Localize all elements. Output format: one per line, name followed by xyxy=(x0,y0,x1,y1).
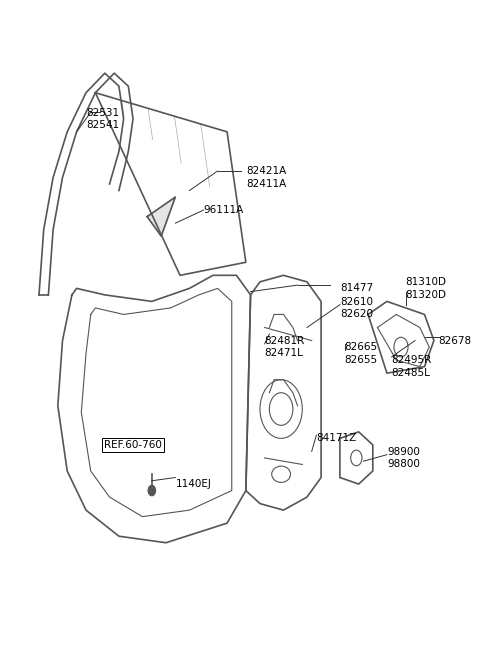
Text: 82678: 82678 xyxy=(439,335,472,346)
Text: REF.60-760: REF.60-760 xyxy=(104,440,162,450)
Text: 96111A: 96111A xyxy=(204,205,244,215)
Text: 82531
82541: 82531 82541 xyxy=(86,107,119,130)
Text: 82421A
82411A: 82421A 82411A xyxy=(246,166,286,189)
Text: 82665
82655: 82665 82655 xyxy=(345,343,378,365)
Text: 81477: 81477 xyxy=(340,284,373,293)
Text: 82495R
82485L: 82495R 82485L xyxy=(392,356,432,378)
Text: 98900
98800: 98900 98800 xyxy=(387,447,420,469)
Circle shape xyxy=(148,485,156,496)
Text: 82610
82620: 82610 82620 xyxy=(340,297,373,319)
Polygon shape xyxy=(147,197,175,236)
Text: 1140EJ: 1140EJ xyxy=(175,479,211,489)
Text: 81310D
81320D: 81310D 81320D xyxy=(406,277,447,299)
Text: 82481R
82471L: 82481R 82471L xyxy=(264,336,305,358)
Text: 84171Z: 84171Z xyxy=(316,434,357,443)
